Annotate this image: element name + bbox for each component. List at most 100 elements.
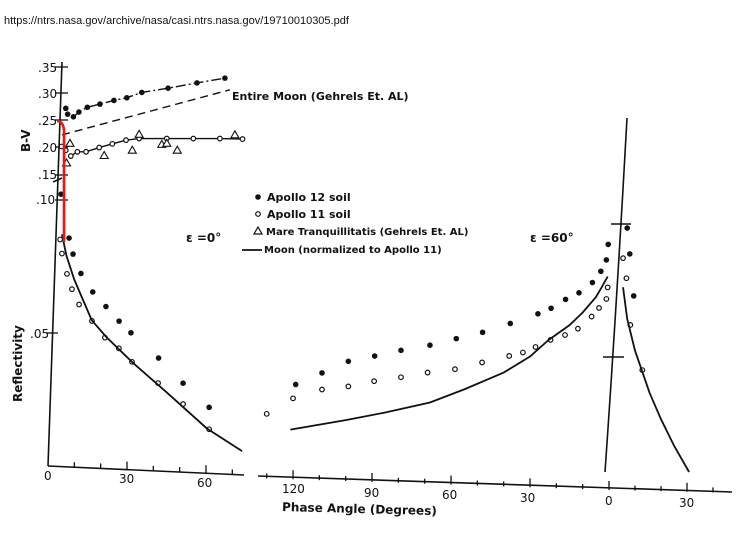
apollo-12-soil-point: [66, 235, 72, 241]
legend-label: Apollo 12 soil: [267, 191, 351, 204]
apollo-11-soil-point: [190, 135, 197, 142]
moon-normalized-to-apollo-11-line: [622, 287, 690, 473]
apollo-12-soil-point: [78, 270, 84, 277]
apollo-12-soil-point: [479, 329, 486, 336]
entire-moon-gehrels-et-al-line: [61, 89, 231, 136]
legend-label: Moon (normalized to Apollo 11): [264, 245, 442, 256]
apollo-11-soil-point: [83, 148, 89, 155]
x-tick-label: 0: [605, 494, 613, 508]
source-url[interactable]: https://ntrs.nasa.gov/archive/nasa/casi.…: [4, 15, 349, 27]
bv-tick-label: .10: [36, 193, 55, 207]
x-tick-label: 60: [197, 476, 212, 490]
apollo-12-soil-point: [222, 75, 228, 81]
apollo-12-soil-point: [453, 335, 460, 342]
apollo-11-soil-point: [398, 374, 404, 381]
moon-normalized-to-apollo-11-line: [290, 276, 609, 431]
mare-tranquillitatis-gehrels-et-al-point: [134, 129, 145, 138]
legend-label: Mare Tranquillitatis (Gehrels Et. AL): [266, 227, 468, 238]
apollo-11-soil-point: [532, 344, 539, 350]
legend-marker-apollo11: [255, 211, 261, 217]
mare-tranquillitatis-gehrels-et-al-point: [127, 145, 138, 154]
legend-marker-apollo12: [255, 194, 261, 200]
reflectivity-tick-label: .05: [30, 327, 49, 341]
apollo-11-soil-point: [520, 349, 526, 356]
moon-normalized-to-apollo-11-line: [61, 234, 243, 452]
apollo-12-soil-point: [624, 225, 630, 231]
apollo-11-soil-point: [290, 395, 296, 402]
apollo-12-soil-point: [128, 329, 134, 336]
legend-label: Apollo 11 soil: [267, 208, 351, 221]
apollo-12-soil-point: [64, 111, 71, 117]
legend: Apollo 12 soil Apollo 11 soil Mare Tranq…: [242, 191, 468, 256]
x-tick-label: 30: [520, 491, 535, 505]
apollo-11-soil-point: [217, 135, 223, 142]
apollo-12-soil-point: [62, 105, 69, 112]
apollo-12-soil-point: [562, 296, 569, 303]
apollo-12-soil-point: [123, 94, 130, 101]
panel-label-e60: ε =60°: [530, 231, 574, 245]
apollo-11-soil-point: [123, 137, 129, 144]
apollo-12-soil-point: [598, 268, 604, 275]
apollo-12-soil-point: [58, 191, 64, 197]
apollo-11-soil-point: [604, 284, 611, 291]
bv-tick-label: .30: [38, 87, 57, 101]
y-axis-left: [47, 61, 63, 467]
apollo-11-soil-point: [239, 136, 246, 142]
apollo-12-soil-point: [116, 318, 122, 324]
apollo-12-soil-point: [589, 279, 596, 286]
apollo-12-soil-point: [155, 355, 162, 361]
x-tick-label: 120: [282, 482, 305, 496]
mare-tranquillitatis-gehrels-et-al-point: [65, 138, 75, 147]
apollo-11-soil-point: [96, 144, 103, 151]
apollo-12-soil-point: [371, 353, 378, 359]
apollo-12-soil-point: [576, 290, 582, 296]
apollo-12-soil-point: [194, 80, 200, 86]
apollo-11-soil-point: [506, 352, 513, 359]
apollo-11-soil-point: [345, 383, 352, 390]
bv-tick-label: .25: [38, 114, 57, 128]
bv-tick-label: .15: [38, 168, 57, 182]
x-tick-label: 60: [442, 488, 457, 502]
apollo-11-soil-point: [479, 359, 485, 366]
apollo-12-soil-point: [627, 251, 633, 257]
apollo-11-soil-point: [64, 270, 70, 277]
apollo-12-soil-point: [605, 241, 612, 248]
red-highlight-bracket: [56, 119, 66, 242]
apollo-12-soil-point: [535, 310, 541, 317]
legend-marker-triangle: [252, 225, 264, 235]
x-axis-e0: [47, 465, 245, 476]
apollo-11-soil-point: [588, 313, 595, 320]
apollo-11-soil-point: [596, 305, 602, 311]
apollo-12-soil-point: [70, 114, 77, 120]
apollo-12-soil-point: [548, 305, 554, 312]
bv-axis-break: [52, 177, 63, 183]
apollo-12-soil-point: [398, 347, 404, 354]
x-axis-label: Phase Angle (Degrees): [282, 500, 437, 518]
apollo-12-soil-point: [630, 293, 637, 299]
apollo-11-soil-point: [620, 255, 626, 262]
entire-moon-label: Entire Moon (Gehrels Et. AL): [232, 90, 409, 103]
apollo-11-soil-point: [424, 369, 431, 376]
series-layer: [57, 75, 690, 473]
panel-label-e0: ε =0°: [186, 231, 221, 245]
apollo-12-soil-bv-fit-line: [72, 77, 226, 118]
apollo-12-soil-point: [84, 104, 91, 111]
apollo-11-soil-point: [452, 366, 458, 373]
mare-tranquillitatis-gehrels-et-al-point: [172, 145, 183, 154]
y-axis-label-bv: B-V: [19, 129, 33, 152]
apollo-12-soil-point: [70, 251, 76, 257]
apollo-12-soil-point: [111, 97, 117, 104]
apollo-12-soil-point: [89, 289, 96, 295]
mare-tranquillitatis-gehrels-et-al-point: [161, 138, 172, 147]
apollo-11-soil-point: [74, 148, 81, 155]
apollo-11-soil-point: [371, 378, 378, 385]
x-tick-label: 30: [119, 472, 134, 486]
apollo-12-soil-point: [292, 381, 299, 388]
apollo-12-soil-point: [76, 109, 82, 115]
e60-zero-line: [604, 117, 628, 473]
apollo-11-soil-point: [603, 296, 610, 302]
apollo-12-soil-point: [345, 358, 352, 365]
x-tick-label: 30: [679, 496, 694, 510]
apollo-11-soil-point: [575, 325, 581, 332]
x-axis-e60: [257, 475, 733, 493]
